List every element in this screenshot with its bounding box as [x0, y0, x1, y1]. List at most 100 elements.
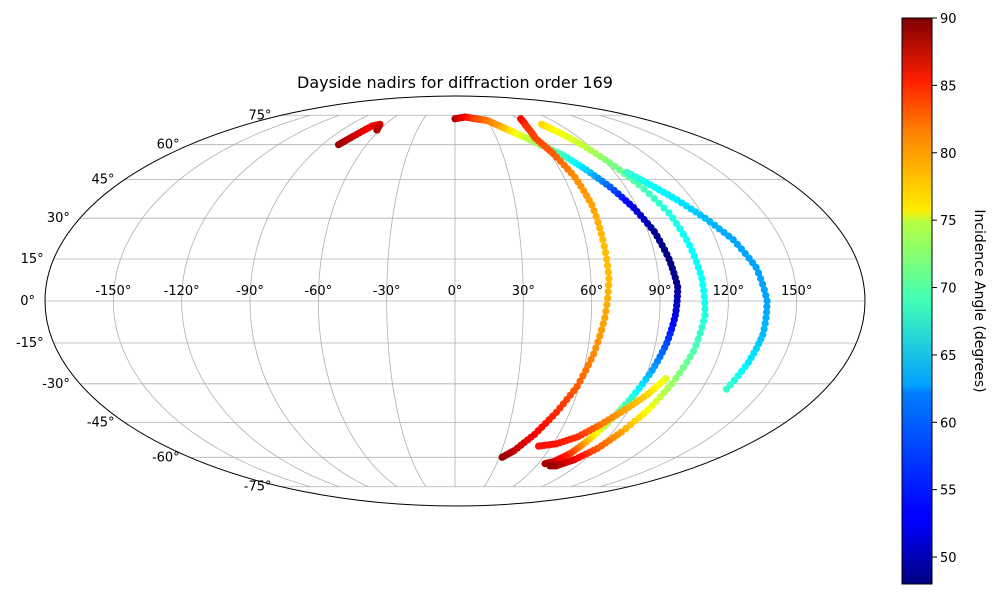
grid-meridian: [599, 114, 798, 488]
scatter-point: [701, 311, 709, 319]
scatter-point: [605, 281, 613, 289]
colorbar-tick-label: 85: [940, 79, 957, 94]
x-tick-label: 150°: [781, 284, 812, 299]
scatter-point: [599, 320, 607, 328]
scatter-point: [640, 185, 648, 193]
scatter-point: [592, 344, 600, 352]
scatter-point: [689, 347, 698, 355]
scatter-point: [754, 269, 763, 277]
scatter-point: [686, 353, 694, 361]
scatter-point: [701, 299, 709, 307]
scatter-point: [601, 248, 610, 257]
x-tick-labels: -150° -120° -90° -60° -30° 0° 30° 60° 90° 120° 150…: [95, 284, 812, 299]
scatter-point: [685, 241, 694, 249]
map-outline: [44, 95, 866, 507]
map-grid: [45, 114, 865, 488]
scatter-point: [722, 385, 731, 393]
colorbar-tick-label: 80: [940, 147, 957, 162]
grid-meridian: [483, 115, 524, 487]
colorbar-tick-label: 75: [940, 214, 957, 229]
scatter-point: [683, 358, 691, 366]
x-tick-label: 90°: [648, 284, 671, 299]
colorbar-tick-label: 55: [940, 484, 957, 499]
scatter-point: [576, 377, 584, 385]
grid-meridian: [249, 114, 369, 488]
colorbar-tick-label: 90: [940, 12, 957, 27]
scatter-point: [694, 335, 702, 343]
colorbar-tick-label: 70: [940, 282, 957, 297]
scatter-point: [603, 255, 611, 263]
scatter-point: [603, 261, 612, 270]
grid-meridian: [181, 114, 340, 488]
y-tick-label: -75°: [244, 480, 272, 495]
scatter-point: [590, 207, 598, 215]
scatter-point: [692, 341, 700, 349]
scatter-point: [698, 323, 706, 331]
scatter-point: [587, 355, 595, 364]
scatter-point: [582, 366, 590, 374]
scatter-point: [594, 218, 602, 226]
scatter-point: [599, 236, 607, 244]
scatter-point: [601, 314, 609, 322]
scatter-point: [696, 329, 704, 337]
grid-meridian: [512, 114, 593, 488]
scatter-point: [602, 307, 610, 315]
scatter-point: [762, 314, 770, 322]
scatter-point: [604, 294, 612, 302]
scatter-point: [373, 126, 381, 134]
scatter-point: [672, 374, 680, 383]
y-tick-label: 0°: [20, 294, 35, 309]
scatter-point: [676, 369, 684, 377]
scatter-point: [762, 308, 771, 316]
x-tick-label: -30°: [373, 284, 401, 299]
scatter-point: [655, 199, 663, 207]
scatter-point: [584, 361, 593, 369]
scatter-point: [604, 288, 612, 296]
scatter-point: [692, 258, 701, 266]
grid-meridian: [541, 114, 661, 488]
scatter-point: [590, 350, 598, 358]
scatter-point: [696, 269, 704, 277]
y-tick-label: -60°: [152, 450, 180, 465]
scatter-point: [729, 236, 737, 244]
scatter-point: [700, 293, 708, 301]
scatter-point: [546, 462, 554, 470]
scatter-point: [760, 286, 768, 294]
scatter-point: [698, 274, 706, 283]
scatter-point: [700, 287, 708, 295]
scatter-point: [604, 268, 612, 276]
scatter-point: [665, 209, 673, 217]
scatter-point: [588, 201, 596, 209]
scatter-point: [660, 204, 668, 212]
x-tick-label: -60°: [304, 284, 332, 299]
x-tick-label: -150°: [95, 284, 131, 299]
scatter-point: [600, 242, 608, 250]
scatter-point: [688, 247, 696, 255]
y-tick-label: -30°: [42, 377, 70, 392]
data-points: [334, 113, 771, 470]
grid-meridian: [317, 114, 398, 488]
colorbar-tick-label: 65: [940, 349, 957, 364]
colorbar-tick-label: 60: [940, 416, 957, 431]
scatter-point: [762, 291, 770, 299]
grid-meridian: [386, 115, 427, 487]
scatter-point: [752, 263, 760, 271]
scatter-point: [579, 372, 587, 380]
grid-meridian: [112, 114, 311, 488]
y-tick-labels: 75° 60° 45° 30° 15° 0° -15° -30° -45° -60° -75°: [16, 108, 272, 494]
scatter-point: [650, 194, 658, 203]
scatter-point: [596, 224, 604, 232]
scatter-point: [763, 303, 771, 311]
scatter-point: [761, 319, 769, 328]
scatter-point: [763, 297, 771, 305]
scatter-point: [597, 230, 605, 238]
scatter-point: [662, 374, 670, 383]
x-tick-label: 120°: [713, 284, 744, 299]
x-tick-label: -120°: [164, 284, 200, 299]
y-tick-label: -45°: [87, 415, 115, 430]
colorbar-label: Incidence Angle (degrees): [971, 209, 987, 392]
scatter-point: [760, 325, 768, 333]
scatter-point: [757, 274, 765, 283]
